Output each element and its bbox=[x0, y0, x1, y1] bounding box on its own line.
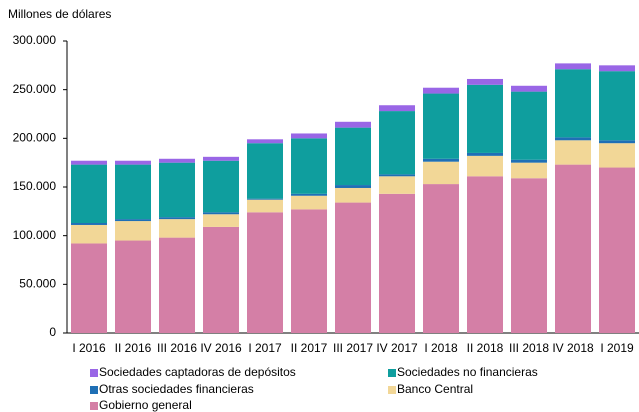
bar-segment bbox=[159, 217, 195, 220]
y-axis-title: Millones de dólares bbox=[8, 7, 111, 21]
bar-segment bbox=[203, 214, 239, 227]
bar-segment bbox=[335, 202, 371, 333]
x-tick-label: IV 2018 bbox=[552, 341, 594, 355]
x-tick-label: I 2019 bbox=[600, 341, 634, 355]
bar-segment bbox=[599, 167, 635, 333]
x-tick-label: I 2017 bbox=[248, 341, 282, 355]
bar-segment bbox=[379, 105, 415, 112]
bar-segment bbox=[115, 160, 151, 165]
bar-segment bbox=[203, 212, 239, 215]
bar-segment bbox=[423, 93, 459, 159]
x-tick-label: IV 2016 bbox=[200, 341, 242, 355]
bar-segment bbox=[467, 176, 503, 333]
y-tick-label: 250.000 bbox=[13, 82, 57, 96]
legend-swatch bbox=[388, 369, 396, 377]
y-tick-label: 200.000 bbox=[13, 131, 57, 145]
bar-segment bbox=[71, 243, 107, 333]
bar-segment bbox=[247, 139, 283, 144]
bar-segment bbox=[511, 159, 547, 163]
bar-segment bbox=[159, 219, 195, 238]
bar-segment bbox=[115, 221, 151, 241]
bar-segment bbox=[467, 155, 503, 177]
bar-segment bbox=[423, 184, 459, 333]
bar-segment bbox=[555, 140, 591, 165]
bar-segment bbox=[115, 219, 151, 222]
legend-swatch bbox=[388, 386, 396, 394]
y-tick-label: 0 bbox=[49, 325, 56, 339]
x-tick-label: II 2017 bbox=[291, 341, 328, 355]
y-tick-label: 150.000 bbox=[13, 179, 57, 193]
bar-segment bbox=[379, 111, 415, 175]
bar-segment bbox=[203, 156, 239, 161]
bar-segment bbox=[203, 226, 239, 333]
bar-segment bbox=[467, 78, 503, 85]
bar-segment bbox=[511, 178, 547, 333]
bar-segment bbox=[159, 162, 195, 218]
bar-segment bbox=[71, 164, 107, 224]
x-tick-label: II 2018 bbox=[467, 341, 504, 355]
bar-segment bbox=[291, 195, 327, 210]
legend-label: Otras sociedades financieras bbox=[99, 382, 254, 396]
y-tick-label: 100.000 bbox=[13, 228, 57, 242]
bar-segment bbox=[555, 137, 591, 141]
bar-segment bbox=[291, 133, 327, 139]
bar-segment bbox=[467, 152, 503, 156]
bar-segment bbox=[115, 240, 151, 333]
legend-swatch bbox=[90, 386, 98, 394]
bar-segment bbox=[423, 161, 459, 185]
bar-segment bbox=[247, 199, 283, 213]
bar-segment bbox=[379, 176, 415, 194]
legend-swatch bbox=[90, 402, 98, 410]
bar-segment bbox=[115, 164, 151, 220]
x-tick-label: III 2016 bbox=[157, 341, 197, 355]
bar-segment bbox=[555, 63, 591, 70]
bar-segment bbox=[555, 164, 591, 333]
y-tick-label: 50.000 bbox=[19, 277, 56, 291]
bar-segment bbox=[511, 162, 547, 179]
bar-segment bbox=[423, 87, 459, 94]
x-tick-label: IV 2017 bbox=[376, 341, 418, 355]
legend-label: Sociedades no financieras bbox=[397, 365, 538, 379]
bar-segment bbox=[335, 185, 371, 188]
bar-segment bbox=[159, 237, 195, 333]
bar-segment bbox=[423, 158, 459, 162]
bar-segment bbox=[247, 198, 283, 200]
y-tick-label: 300.000 bbox=[13, 33, 57, 47]
bar-segment bbox=[599, 140, 635, 144]
bar-segment bbox=[599, 65, 635, 72]
bar-segment bbox=[599, 71, 635, 141]
bar-segment bbox=[467, 84, 503, 153]
x-tick-label: I 2016 bbox=[72, 341, 106, 355]
bar-segment bbox=[511, 85, 547, 92]
legend-label: Banco Central bbox=[397, 382, 473, 396]
x-tick-label: III 2018 bbox=[509, 341, 549, 355]
bar-segment bbox=[335, 121, 371, 128]
bar-segment bbox=[335, 187, 371, 203]
bar-segment bbox=[71, 223, 107, 225]
bar-segment bbox=[291, 138, 327, 194]
legend-swatch bbox=[90, 369, 98, 377]
bar-segment bbox=[555, 69, 591, 138]
bar-segment bbox=[159, 158, 195, 163]
bar-segment bbox=[599, 143, 635, 168]
bar-segment bbox=[379, 174, 415, 177]
bar-segment bbox=[71, 224, 107, 244]
bar-segment bbox=[511, 91, 547, 160]
x-tick-label: II 2016 bbox=[115, 341, 152, 355]
legend-label: Sociedades captadoras de depósitos bbox=[99, 365, 296, 379]
bar-segment bbox=[291, 193, 327, 196]
bar-segment bbox=[291, 209, 327, 333]
x-tick-label: III 2017 bbox=[333, 341, 373, 355]
bar-segment bbox=[335, 127, 371, 186]
legend-label: Gobierno general bbox=[99, 398, 192, 412]
bar-segment bbox=[71, 160, 107, 165]
bar-segment bbox=[247, 212, 283, 333]
x-tick-label: I 2018 bbox=[424, 341, 458, 355]
bar-segment bbox=[379, 193, 415, 333]
bar-segment bbox=[203, 160, 239, 213]
bar-segment bbox=[247, 143, 283, 199]
